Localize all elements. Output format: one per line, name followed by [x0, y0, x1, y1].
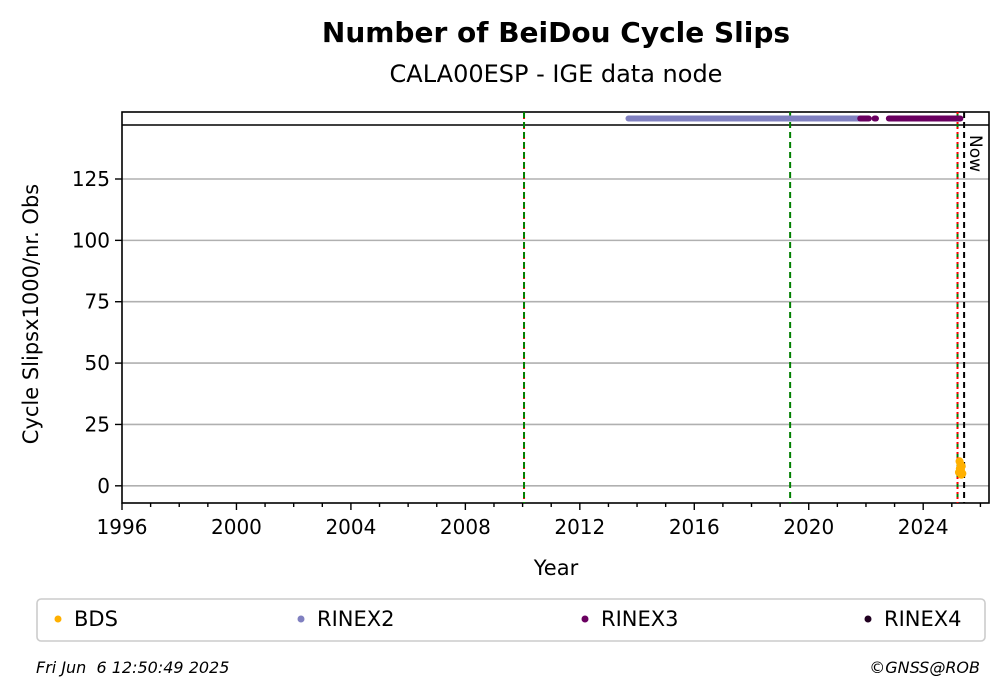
plot-frame [121, 111, 990, 504]
x-tick-label: 2016 [669, 515, 720, 539]
data-point-bds [955, 457, 964, 466]
x-tick-label: 2008 [440, 515, 491, 539]
x-axis-label: Year [533, 556, 579, 580]
legend-marker-rinex3 [581, 615, 589, 623]
x-tick-label: 1996 [97, 515, 148, 539]
y-tick-label: 50 [85, 351, 110, 375]
legend-marker-rinex2 [297, 615, 305, 623]
y-tick-label: 0 [97, 474, 110, 498]
now-label: Now [965, 135, 985, 172]
legend-marker-bds [54, 615, 62, 623]
chart-title: Number of BeiDou Cycle Slips [322, 16, 790, 49]
y-tick-label: 25 [85, 412, 110, 436]
legend-label-bds: BDS [74, 607, 118, 631]
footer-copyright: ©GNSS@ROB [869, 658, 980, 677]
y-tick-label: 100 [72, 228, 110, 252]
y-tick-label: 75 [85, 290, 110, 314]
legend-box [36, 598, 986, 642]
legend-marker-rinex4 [864, 615, 872, 623]
x-tick-label: 2012 [554, 515, 605, 539]
legend-label-rinex3: RINEX3 [601, 607, 679, 631]
legend-label-rinex4: RINEX4 [884, 607, 962, 631]
y-axis-label: Cycle Slipsx1000/nr. Obs [19, 184, 43, 444]
x-tick-label: 2004 [325, 515, 376, 539]
x-tick-label: 2000 [211, 515, 262, 539]
x-tick-label: 2024 [898, 515, 949, 539]
y-tick-label: 125 [72, 167, 110, 191]
legend-label-rinex2: RINEX2 [317, 607, 395, 631]
data-point-bds [957, 470, 966, 479]
footer-timestamp: Fri Jun 6 12:50:49 2025 [36, 658, 230, 677]
chart-subtitle: CALA00ESP - IGE data node [390, 60, 723, 88]
x-tick-label: 2020 [783, 515, 834, 539]
